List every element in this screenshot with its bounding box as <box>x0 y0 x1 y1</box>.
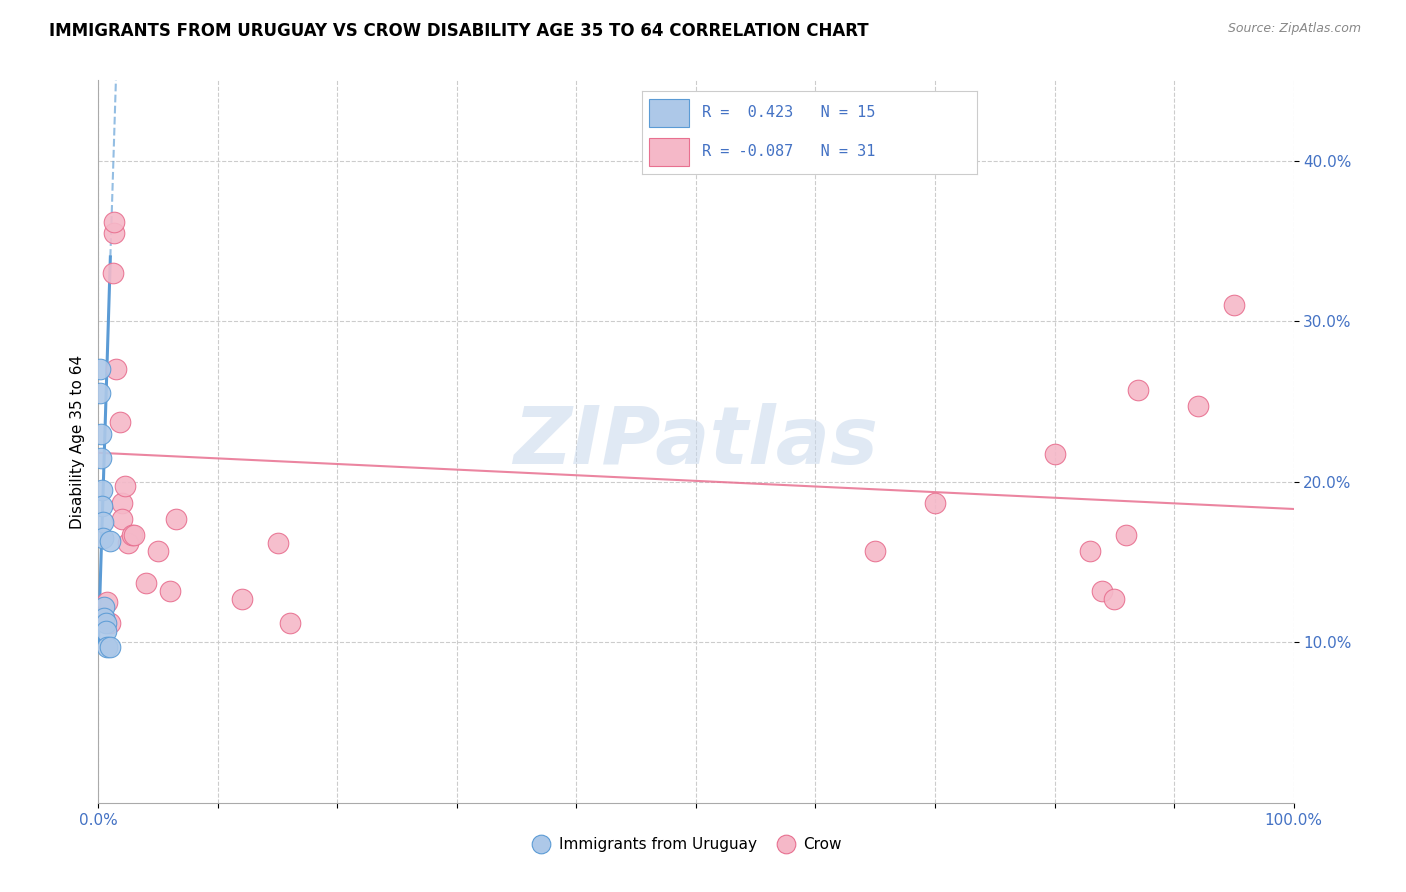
Point <box>94 615 117 630</box>
Point <box>1091 583 1114 598</box>
Point <box>1223 298 1246 312</box>
Point <box>90 450 112 465</box>
Point <box>105 362 128 376</box>
Point <box>121 527 143 541</box>
Point <box>94 624 117 638</box>
Point <box>267 535 290 549</box>
Point <box>924 495 946 509</box>
Point <box>278 615 301 630</box>
Point <box>111 495 134 509</box>
Point <box>101 266 124 280</box>
Point <box>90 426 112 441</box>
Text: IMMIGRANTS FROM URUGUAY VS CROW DISABILITY AGE 35 TO 64 CORRELATION CHART: IMMIGRANTS FROM URUGUAY VS CROW DISABILI… <box>49 22 869 40</box>
Point <box>91 483 114 497</box>
Point <box>108 415 131 429</box>
Text: ZIPatlas: ZIPatlas <box>513 402 879 481</box>
Point <box>93 611 115 625</box>
Point <box>117 535 139 549</box>
Point <box>91 499 114 513</box>
Point <box>1115 527 1137 541</box>
Point <box>93 599 115 614</box>
Point <box>865 543 887 558</box>
Point <box>96 595 118 609</box>
Point <box>89 362 111 376</box>
Point <box>103 226 125 240</box>
Point <box>1104 591 1126 606</box>
Point <box>96 640 118 654</box>
Point <box>1080 543 1102 558</box>
Point <box>231 591 253 606</box>
Text: Source: ZipAtlas.com: Source: ZipAtlas.com <box>1227 22 1361 36</box>
Point <box>1128 383 1150 397</box>
Point <box>93 611 115 625</box>
Point <box>165 511 187 525</box>
Point <box>98 640 122 654</box>
Point <box>91 531 114 545</box>
Point <box>103 214 125 228</box>
Point <box>135 575 157 590</box>
Point <box>98 615 122 630</box>
Point <box>148 543 170 558</box>
Point <box>89 386 111 401</box>
Point <box>98 534 122 549</box>
Point <box>1043 447 1066 461</box>
Point <box>91 515 114 529</box>
Point <box>111 511 134 525</box>
Point <box>1187 399 1209 413</box>
Point <box>124 527 146 541</box>
Point <box>159 583 181 598</box>
Y-axis label: Disability Age 35 to 64: Disability Age 35 to 64 <box>69 354 84 529</box>
Point <box>114 479 136 493</box>
